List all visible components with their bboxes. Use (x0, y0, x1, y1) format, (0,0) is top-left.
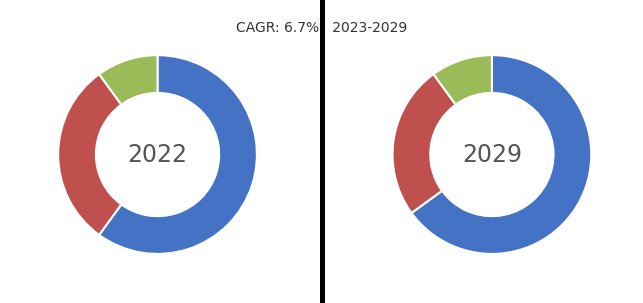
Wedge shape (433, 55, 492, 105)
Text: 2029: 2029 (462, 142, 522, 167)
Text: CAGR: 6.7%   2023-2029: CAGR: 6.7% 2023-2029 (236, 21, 407, 35)
Wedge shape (99, 55, 257, 254)
Wedge shape (58, 74, 122, 235)
Wedge shape (412, 55, 592, 254)
Wedge shape (99, 55, 158, 105)
Text: 2022: 2022 (127, 142, 188, 167)
Wedge shape (392, 74, 456, 213)
